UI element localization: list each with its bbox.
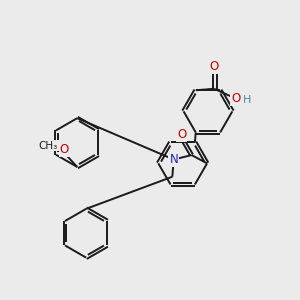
- Text: H: H: [243, 95, 251, 105]
- Text: O: O: [60, 143, 69, 156]
- Text: CH₃: CH₃: [39, 140, 58, 151]
- Text: O: O: [177, 128, 186, 141]
- Text: O: O: [210, 60, 219, 73]
- Text: N: N: [169, 153, 178, 166]
- Text: O: O: [231, 92, 241, 105]
